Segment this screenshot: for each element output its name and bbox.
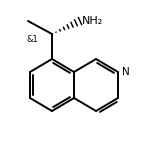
Text: NH₂: NH₂ xyxy=(82,16,103,26)
Text: &1: &1 xyxy=(26,36,38,45)
Text: N: N xyxy=(122,67,130,77)
